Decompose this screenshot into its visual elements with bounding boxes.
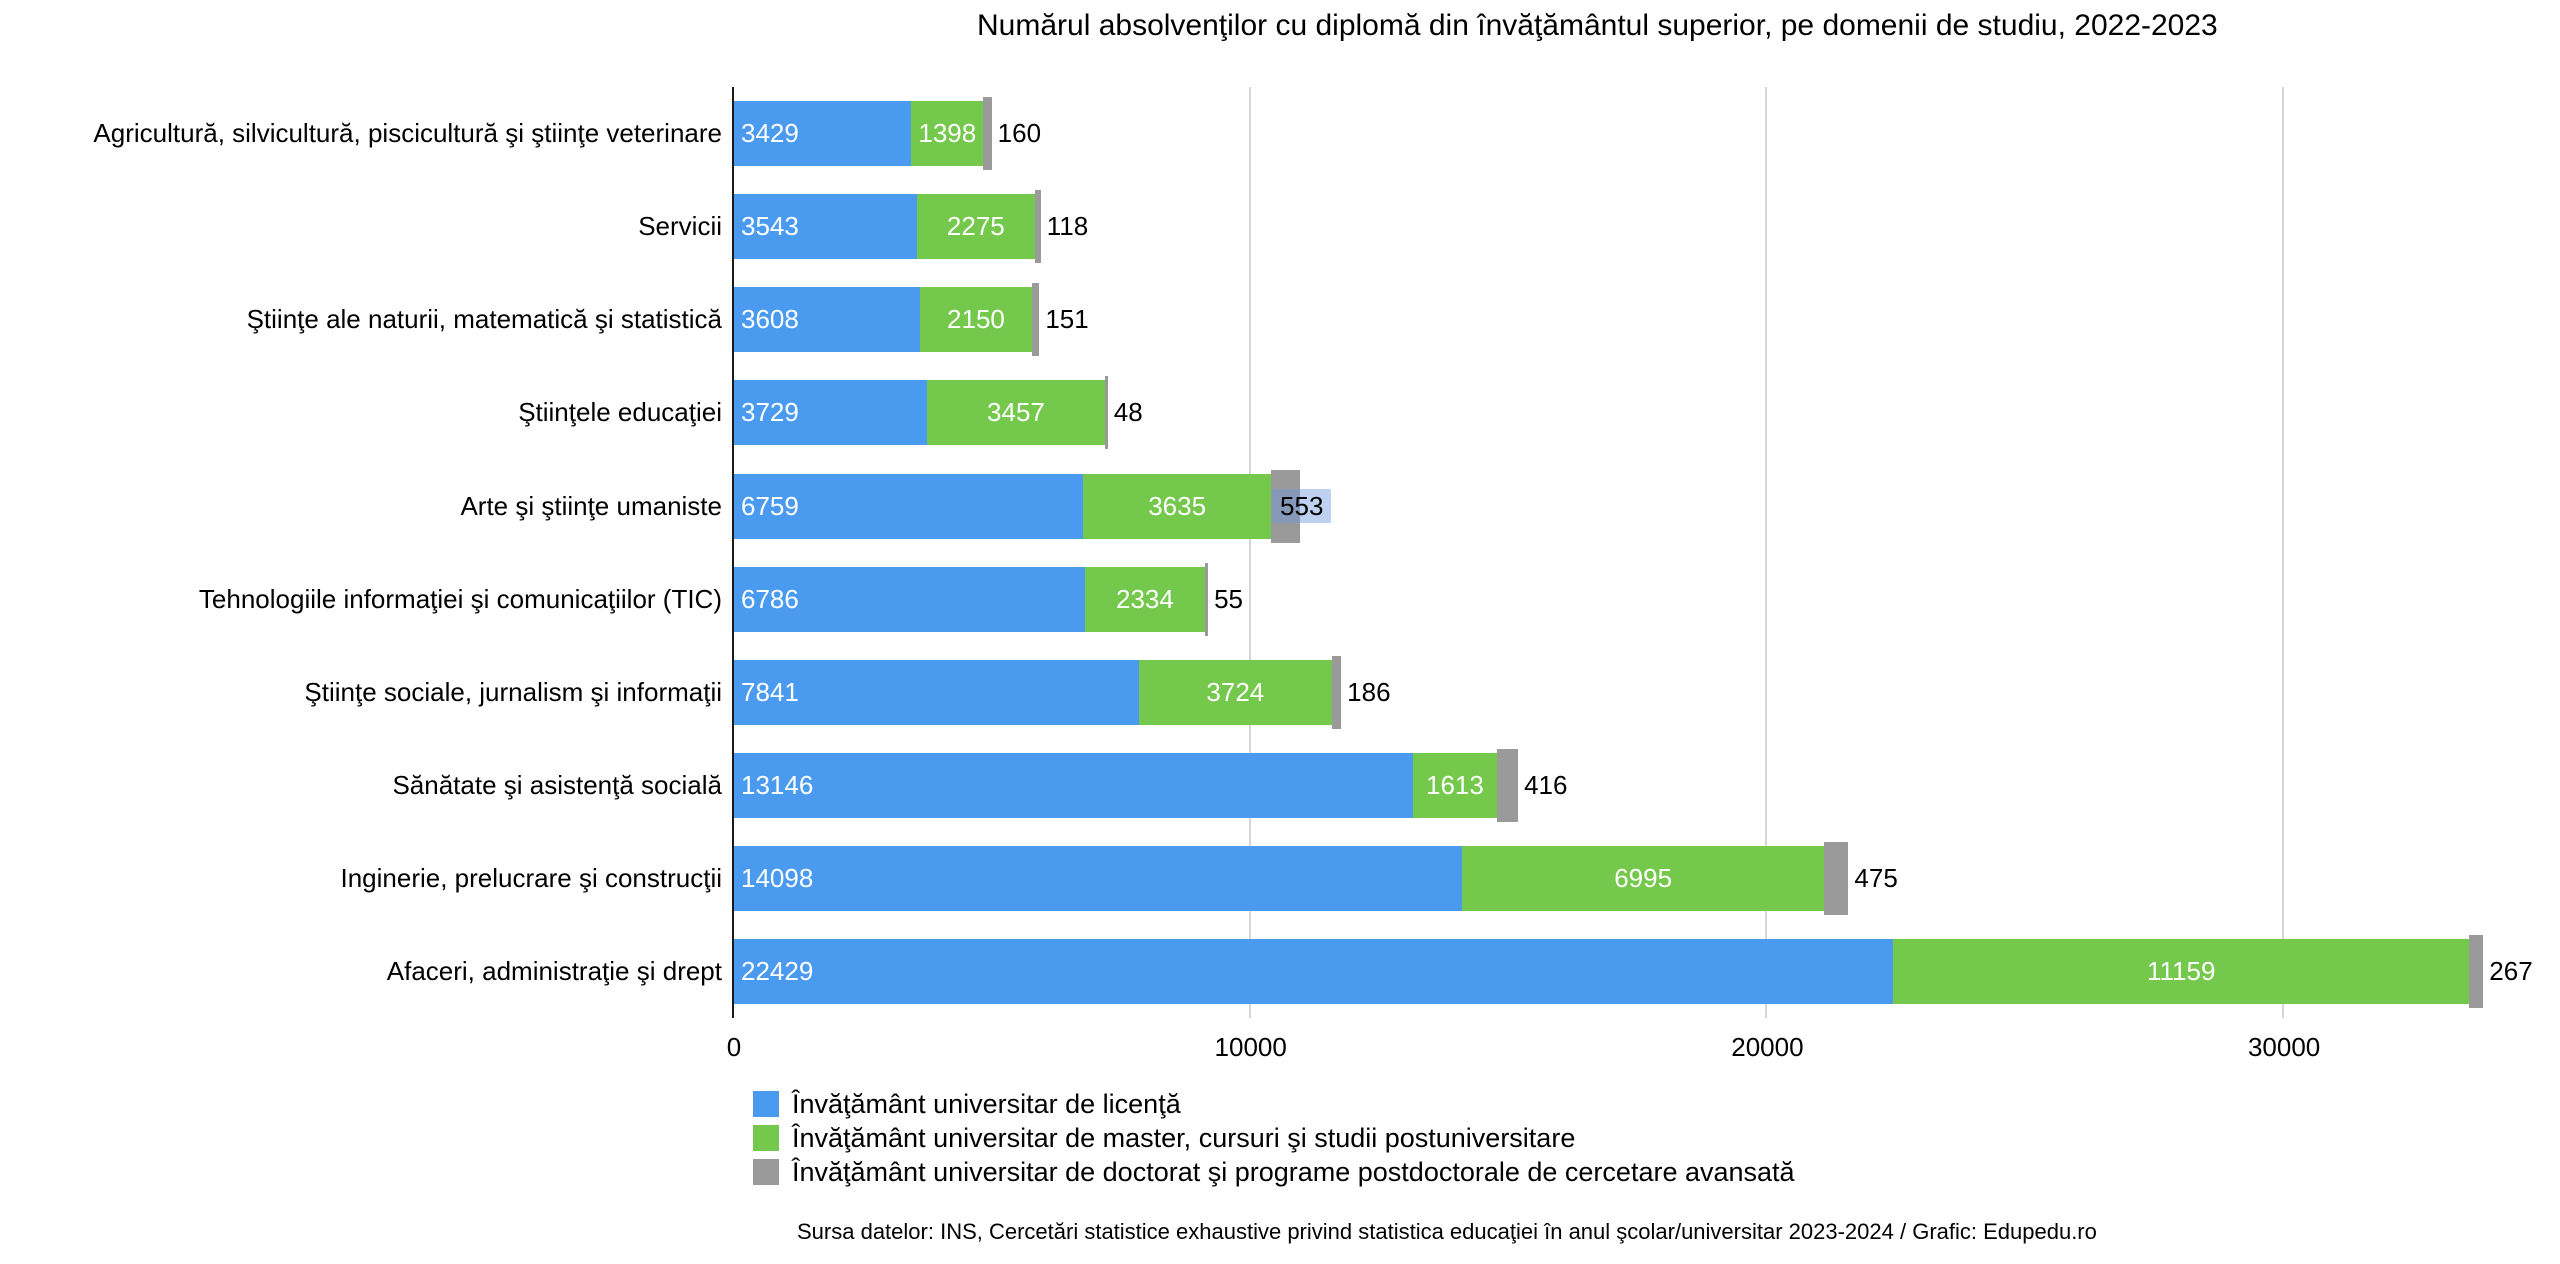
bar-segment-master[interactable] [1413, 753, 1497, 818]
category-label: Ştiinţe ale naturii, matematică şi stati… [246, 304, 722, 334]
value-label-master: 1613 [1425, 770, 1484, 800]
value-label-doctorat: 475 [1854, 863, 1898, 893]
bar-segment-master[interactable] [926, 380, 1106, 445]
bar-segment-master[interactable] [1084, 567, 1206, 632]
bar-segment-master[interactable] [920, 287, 1032, 352]
value-label-doctorat: 118 [1046, 211, 1089, 241]
category-label: Agricultură, silvicultură, piscicultură … [93, 118, 722, 148]
legend-label-master: Învăţământ universitar de master, cursur… [792, 1122, 1576, 1153]
bar-segment-licenta[interactable] [734, 101, 912, 166]
legend-item-doctorat[interactable]: Învăţământ universitar de doctorat şi pr… [753, 1155, 1795, 1189]
value-label-licenta: 3729 [741, 397, 799, 427]
bar-segment-licenta[interactable] [734, 287, 921, 352]
bar-segment-doctorat[interactable] [1271, 470, 1300, 543]
value-label-licenta: 6786 [741, 584, 799, 614]
bar-segment-licenta[interactable] [734, 660, 1140, 725]
value-label-licenta: 6759 [741, 491, 799, 521]
value-label-doctorat: 48 [1113, 397, 1143, 427]
value-label-doctorat: 160 [997, 118, 1042, 148]
legend-swatch-licenta-icon [753, 1091, 779, 1117]
bar-segment-doctorat[interactable] [1031, 283, 1040, 356]
value-label-licenta: 3608 [741, 304, 799, 334]
value-label-master: 2150 [947, 304, 1005, 334]
gridline-30000 [2282, 87, 2285, 1018]
value-label-master: 2334 [1116, 584, 1174, 614]
bar-segment-doctorat[interactable] [1034, 190, 1041, 263]
value-label-licenta: 22429 [741, 956, 814, 986]
gridline-10000 [1248, 87, 1251, 1018]
value-label-doctorat: 186 [1347, 677, 1391, 707]
value-label-master: 2275 [946, 211, 1005, 241]
legend-label-licenta: Învăţământ universitar de licenţă [792, 1088, 1181, 1119]
bar-segment-doctorat[interactable] [983, 97, 992, 170]
bar-segment-licenta[interactable] [734, 194, 918, 259]
value-label-doctorat: 55 [1214, 584, 1243, 614]
category-label: Sănătate şi asistenţă socială [392, 770, 722, 800]
value-label-master: 3724 [1206, 677, 1265, 707]
legend-item-master[interactable]: Învăţământ universitar de master, cursur… [753, 1121, 1795, 1155]
bar-segment-licenta[interactable] [734, 846, 1463, 911]
bar-segment-licenta[interactable] [734, 939, 1893, 1004]
value-label-master: 3635 [1148, 491, 1207, 521]
x-tick-label-10000: 10000 [1214, 1032, 1287, 1062]
bar-segment-master[interactable] [1462, 846, 1824, 911]
bar-segment-doctorat[interactable] [1823, 842, 1849, 915]
x-tick-label-30000: 30000 [2247, 1032, 2321, 1062]
gridline-20000 [1765, 87, 1768, 1018]
source-note: Sursa datelor: INS, Cercetări statistice… [797, 1219, 2097, 1244]
value-label-master: 11159 [2146, 956, 2216, 986]
value-label-licenta: 3429 [741, 118, 799, 148]
value-label-doctorat: 151 [1045, 304, 1089, 334]
bar-segment-licenta[interactable] [734, 380, 927, 445]
category-label: Ştiinţele educaţiei [518, 397, 722, 427]
category-label: Inginerie, prelucrare şi construcţii [340, 863, 723, 893]
bar-segment-master[interactable] [1083, 474, 1272, 539]
value-label-master: 3457 [987, 397, 1045, 427]
bar-segment-doctorat[interactable] [1496, 749, 1519, 822]
legend-swatch-master-icon [753, 1125, 779, 1151]
legend-label-doctorat: Învăţământ universitar de doctorat şi pr… [792, 1156, 1795, 1187]
bar-segment-doctorat[interactable] [1105, 376, 1108, 449]
x-tick-label-20000: 20000 [1731, 1032, 1804, 1062]
value-label-licenta: 7841 [741, 677, 799, 707]
category-label: Ştiinţe sociale, jurnalism şi informaţii [304, 677, 722, 707]
value-label-licenta: 13146 [741, 770, 814, 800]
y-axis-line [732, 87, 734, 1018]
bar-segment-doctorat[interactable] [1205, 563, 1209, 636]
value-label-doctorat: 267 [2489, 956, 2533, 986]
value-label-master: 1398 [918, 118, 977, 148]
category-label: Tehnologiile informaţiei şi comunicaţiil… [198, 584, 722, 614]
category-label: Arte şi ştiinţe umaniste [460, 491, 722, 521]
bar-segment-licenta[interactable] [734, 753, 1414, 818]
legend-swatch-doctorat-icon [753, 1159, 779, 1185]
chart-title: Numărul absolvenţilor cu diplomă din înv… [977, 9, 2218, 42]
legend: Învăţământ universitar de licenţă Învăţă… [753, 1087, 1795, 1189]
bar-segment-master[interactable] [917, 194, 1035, 259]
bar-segment-master[interactable] [911, 101, 984, 166]
bar-segment-doctorat[interactable] [1331, 656, 1342, 729]
bar-segment-master[interactable] [1139, 660, 1332, 725]
bar-segment-doctorat[interactable] [2469, 935, 2484, 1008]
value-label-licenta: 14098 [741, 863, 814, 893]
bar-segment-licenta[interactable] [734, 474, 1084, 539]
value-label-doctorat: 416 [1524, 770, 1568, 800]
category-label: Afaceri, administraţie şi drept [386, 956, 722, 986]
bar-segment-licenta[interactable] [734, 567, 1085, 632]
category-label: Servicii [638, 211, 722, 241]
legend-item-licenta[interactable]: Învăţământ universitar de licenţă [753, 1087, 1795, 1121]
bar-segment-master[interactable] [1892, 939, 2470, 1004]
value-label-licenta: 3543 [741, 211, 799, 241]
value-label-master: 6995 [1614, 863, 1673, 893]
x-tick-label-0: 0 [726, 1032, 742, 1062]
value-label-doctorat-selected[interactable]: 553 [1272, 489, 1332, 523]
